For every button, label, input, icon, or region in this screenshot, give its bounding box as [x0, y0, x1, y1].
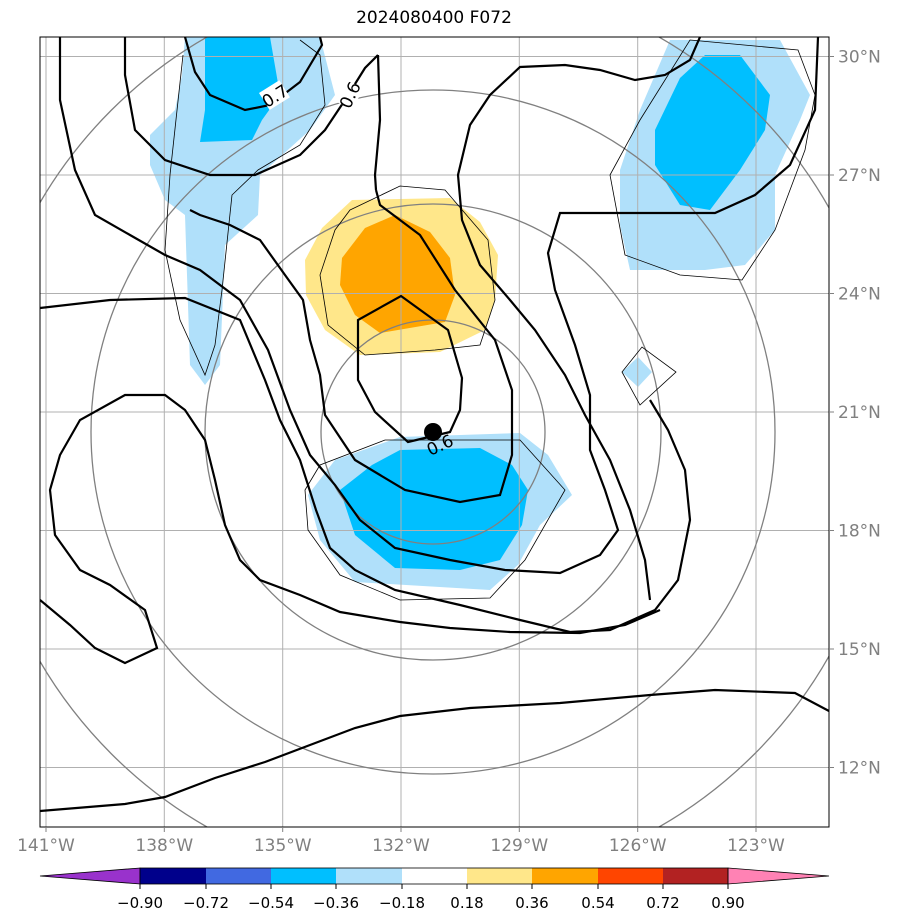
colorbar-segment [336, 868, 402, 884]
colorbar: −0.90 −0.72 −0.54 −0.36 −0.18 0.18 0.36 … [39, 867, 830, 912]
negative-anomaly-e-blob [622, 357, 652, 387]
map-title: 2024080400 F072 [356, 8, 512, 28]
lat-tick-label: 30°N [838, 48, 881, 68]
plot-frame [39, 36, 830, 828]
tick-marks [45, 56, 834, 832]
colorbar-tick-label: −0.72 [183, 894, 229, 912]
colorbar-segment [532, 868, 598, 884]
lat-tick-label: 12°N [838, 759, 881, 779]
colorbar-extend-min [39, 867, 141, 885]
lat-tick-label: 15°N [838, 640, 881, 660]
colorbar-tick-label: 0.18 [450, 894, 483, 912]
colorbar-tick-label: −0.54 [248, 894, 294, 912]
negative-anomaly-nw-light [150, 37, 335, 385]
lon-tick-label: 123°W [727, 836, 785, 856]
lon-tick-label: 135°W [254, 836, 312, 856]
lon-tick-label: 138°W [135, 836, 193, 856]
lat-tick-label: 27°N [838, 166, 881, 186]
colorbar-tick-label: 0.90 [711, 894, 744, 912]
colorbar-segment [140, 868, 206, 884]
colorbar-segment [271, 868, 336, 884]
lon-tick-label: 129°W [490, 836, 548, 856]
range-rings [40, 37, 829, 827]
colorbar-tick-label: −0.90 [117, 894, 163, 912]
lon-tick-labels: 141°W 138°W 135°W 132°W 129°W 126°W 123°… [17, 836, 785, 856]
colorbar-segment [467, 868, 532, 884]
shaded-fields [150, 37, 810, 590]
colorbar-outline [139, 867, 729, 885]
storm-center-marker [424, 423, 442, 441]
lat-tick-label: 24°N [838, 285, 881, 305]
colorbar-segment [402, 868, 467, 884]
colorbar-segment [206, 868, 271, 884]
lon-tick-label: 126°W [609, 836, 667, 856]
colorbar-tick-label: −0.36 [313, 894, 359, 912]
colorbar-segment [663, 868, 728, 884]
negative-anomaly-ne-dark [655, 55, 770, 210]
lat-tick-label: 18°N [838, 522, 881, 542]
colorbar-segment [598, 868, 663, 884]
negative-anomaly-nw-dark [200, 37, 280, 142]
lat-tick-labels: 12°N 15°N 18°N 21°N 24°N 27°N 30°N [838, 48, 881, 779]
lat-tick-label: 21°N [838, 403, 881, 423]
colorbar-tick-label: 0.72 [646, 894, 679, 912]
lon-tick-label: 132°W [372, 836, 430, 856]
thin-contours [164, 39, 816, 601]
colorbar-tick-label: 0.54 [581, 894, 614, 912]
lon-tick-label: 141°W [17, 836, 75, 856]
colorbar-tick-label: −0.18 [379, 894, 425, 912]
colorbar-extend-max [727, 867, 830, 885]
colorbar-tick-label: 0.36 [515, 894, 548, 912]
